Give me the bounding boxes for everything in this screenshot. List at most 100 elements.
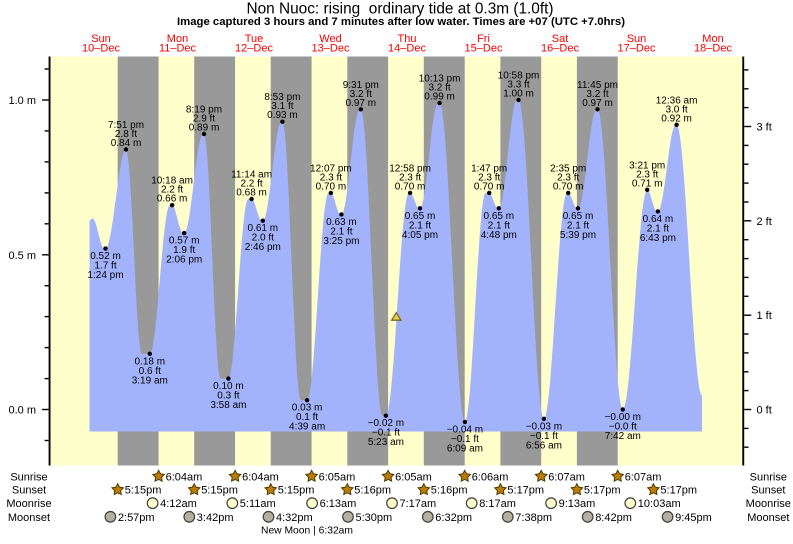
svg-text:Moonset: Moonset (8, 512, 50, 524)
svg-text:6:07am: 6:07am (625, 471, 662, 483)
svg-text:−0.0 ft: −0.0 ft (609, 422, 637, 433)
svg-text:0.5 m: 0.5 m (8, 250, 36, 262)
svg-text:3:42pm: 3:42pm (197, 512, 234, 524)
svg-text:0.65 m: 0.65 m (405, 211, 436, 222)
svg-text:0.52 m: 0.52 m (90, 251, 121, 262)
svg-text:−0.1 ft: −0.1 ft (451, 434, 479, 445)
svg-text:0.92 m: 0.92 m (661, 113, 692, 124)
svg-text:0.70 m: 0.70 m (474, 181, 505, 192)
svg-text:0.70 m: 0.70 m (316, 181, 347, 192)
svg-text:12:36 am: 12:36 am (656, 95, 698, 106)
svg-text:Mon: Mon (167, 33, 188, 45)
svg-text:−0.1 ft: −0.1 ft (372, 428, 400, 439)
svg-text:6:07am: 6:07am (548, 471, 585, 483)
svg-text:2.1 ft: 2.1 ft (409, 220, 431, 231)
svg-text:2:57pm: 2:57pm (118, 512, 155, 524)
svg-text:Wed: Wed (319, 33, 341, 45)
svg-text:6:09 am: 6:09 am (447, 443, 483, 454)
svg-text:3.2 ft: 3.2 ft (586, 89, 608, 100)
svg-text:8:17am: 8:17am (479, 498, 516, 510)
svg-text:9:13am: 9:13am (559, 498, 596, 510)
svg-text:12:07 pm: 12:07 pm (310, 163, 352, 174)
svg-text:6:32pm: 6:32pm (435, 512, 472, 524)
svg-text:−0.1 ft: −0.1 ft (530, 431, 558, 442)
svg-text:10:13 pm: 10:13 pm (419, 74, 461, 85)
svg-text:3:25 pm: 3:25 pm (323, 236, 359, 247)
svg-text:4:48 pm: 4:48 pm (481, 230, 517, 241)
svg-text:3:21 pm: 3:21 pm (629, 160, 665, 171)
svg-text:12:58 pm: 12:58 pm (389, 163, 431, 174)
svg-text:−0.00 m: −0.00 m (605, 412, 641, 423)
svg-text:0.3 ft: 0.3 ft (217, 391, 239, 402)
svg-text:5:16pm: 5:16pm (431, 485, 468, 497)
svg-text:13–Dec: 13–Dec (312, 43, 350, 55)
svg-text:2.0 ft: 2.0 ft (252, 233, 274, 244)
svg-text:5:15pm: 5:15pm (125, 485, 162, 497)
svg-text:1:24 pm: 1:24 pm (87, 270, 123, 281)
svg-text:7:38pm: 7:38pm (515, 512, 552, 524)
svg-text:10:03am: 10:03am (638, 498, 681, 510)
svg-text:6:05am: 6:05am (319, 471, 356, 483)
svg-text:16–Dec: 16–Dec (541, 43, 579, 55)
svg-text:0.93 m: 0.93 m (267, 110, 298, 121)
svg-text:0.84 m: 0.84 m (111, 138, 142, 149)
svg-text:5:11am: 5:11am (240, 498, 276, 510)
svg-text:10–Dec: 10–Dec (82, 43, 120, 55)
svg-text:5:15pm: 5:15pm (201, 485, 238, 497)
svg-text:9:45pm: 9:45pm (675, 512, 712, 524)
svg-text:3 ft: 3 ft (757, 122, 772, 134)
svg-text:1 ft: 1 ft (757, 310, 772, 322)
svg-text:0.65 m: 0.65 m (563, 211, 594, 222)
svg-text:2 ft: 2 ft (757, 216, 772, 228)
svg-text:2.9 ft: 2.9 ft (193, 114, 215, 125)
svg-text:Sun: Sun (91, 33, 111, 45)
svg-text:18–Dec: 18–Dec (694, 43, 732, 55)
svg-text:2.1 ft: 2.1 ft (330, 227, 352, 238)
svg-text:5:15pm: 5:15pm (278, 485, 315, 497)
svg-text:0.66 m: 0.66 m (157, 194, 188, 205)
svg-text:Moonrise: Moonrise (6, 498, 51, 510)
svg-text:0.0 m: 0.0 m (8, 405, 36, 417)
svg-text:3.3 ft: 3.3 ft (507, 80, 529, 91)
svg-text:0.57 m: 0.57 m (169, 236, 200, 247)
svg-text:1.0 m: 1.0 m (8, 95, 36, 107)
svg-text:0.6 ft: 0.6 ft (139, 366, 161, 377)
svg-text:Thu: Thu (398, 33, 417, 45)
svg-text:Sunset: Sunset (751, 485, 785, 497)
svg-text:1.7 ft: 1.7 ft (94, 261, 116, 272)
svg-text:1.9 ft: 1.9 ft (173, 245, 195, 256)
svg-text:4:12am: 4:12am (160, 498, 197, 510)
svg-text:Non Nuoc: rising ordinary tid: Non Nuoc: rising ordinary tide at 0.3m (… (246, 1, 553, 18)
svg-text:14–Dec: 14–Dec (388, 43, 426, 55)
svg-text:2:06 pm: 2:06 pm (166, 255, 202, 266)
svg-text:2.3 ft: 2.3 ft (557, 172, 579, 183)
svg-text:9:31 pm: 9:31 pm (343, 80, 379, 91)
svg-text:6:05am: 6:05am (395, 471, 432, 483)
svg-text:5:30pm: 5:30pm (356, 512, 393, 524)
svg-text:7:17am: 7:17am (400, 498, 437, 510)
svg-text:5:17pm: 5:17pm (660, 485, 697, 497)
svg-text:−0.02 m: −0.02 m (368, 418, 404, 429)
svg-text:4:39 am: 4:39 am (289, 422, 325, 433)
svg-text:0.70 m: 0.70 m (395, 181, 426, 192)
svg-text:6:43 pm: 6:43 pm (640, 233, 676, 244)
svg-text:3.2 ft: 3.2 ft (350, 89, 372, 100)
svg-text:15–Dec: 15–Dec (465, 43, 503, 55)
svg-text:3:19 am: 3:19 am (132, 375, 168, 386)
svg-text:Fri: Fri (477, 33, 490, 45)
svg-text:Sun: Sun (627, 33, 647, 45)
svg-text:11–Dec: 11–Dec (159, 43, 197, 55)
svg-text:0.71 m: 0.71 m (632, 178, 663, 189)
svg-text:0.97 m: 0.97 m (346, 98, 377, 109)
svg-text:Moonrise: Moonrise (746, 498, 791, 510)
svg-text:5:16pm: 5:16pm (354, 485, 391, 497)
svg-text:New Moon | 6:32am: New Moon | 6:32am (261, 525, 353, 536)
svg-text:3.1 ft: 3.1 ft (271, 101, 293, 112)
svg-text:2.1 ft: 2.1 ft (488, 220, 510, 231)
svg-text:10:18 am: 10:18 am (151, 176, 193, 187)
svg-text:6:04am: 6:04am (242, 471, 279, 483)
svg-text:0.10 m: 0.10 m (213, 381, 244, 392)
svg-text:8:53 pm: 8:53 pm (264, 92, 300, 103)
svg-text:Moonset: Moonset (747, 512, 789, 524)
svg-text:3.0 ft: 3.0 ft (665, 104, 687, 115)
